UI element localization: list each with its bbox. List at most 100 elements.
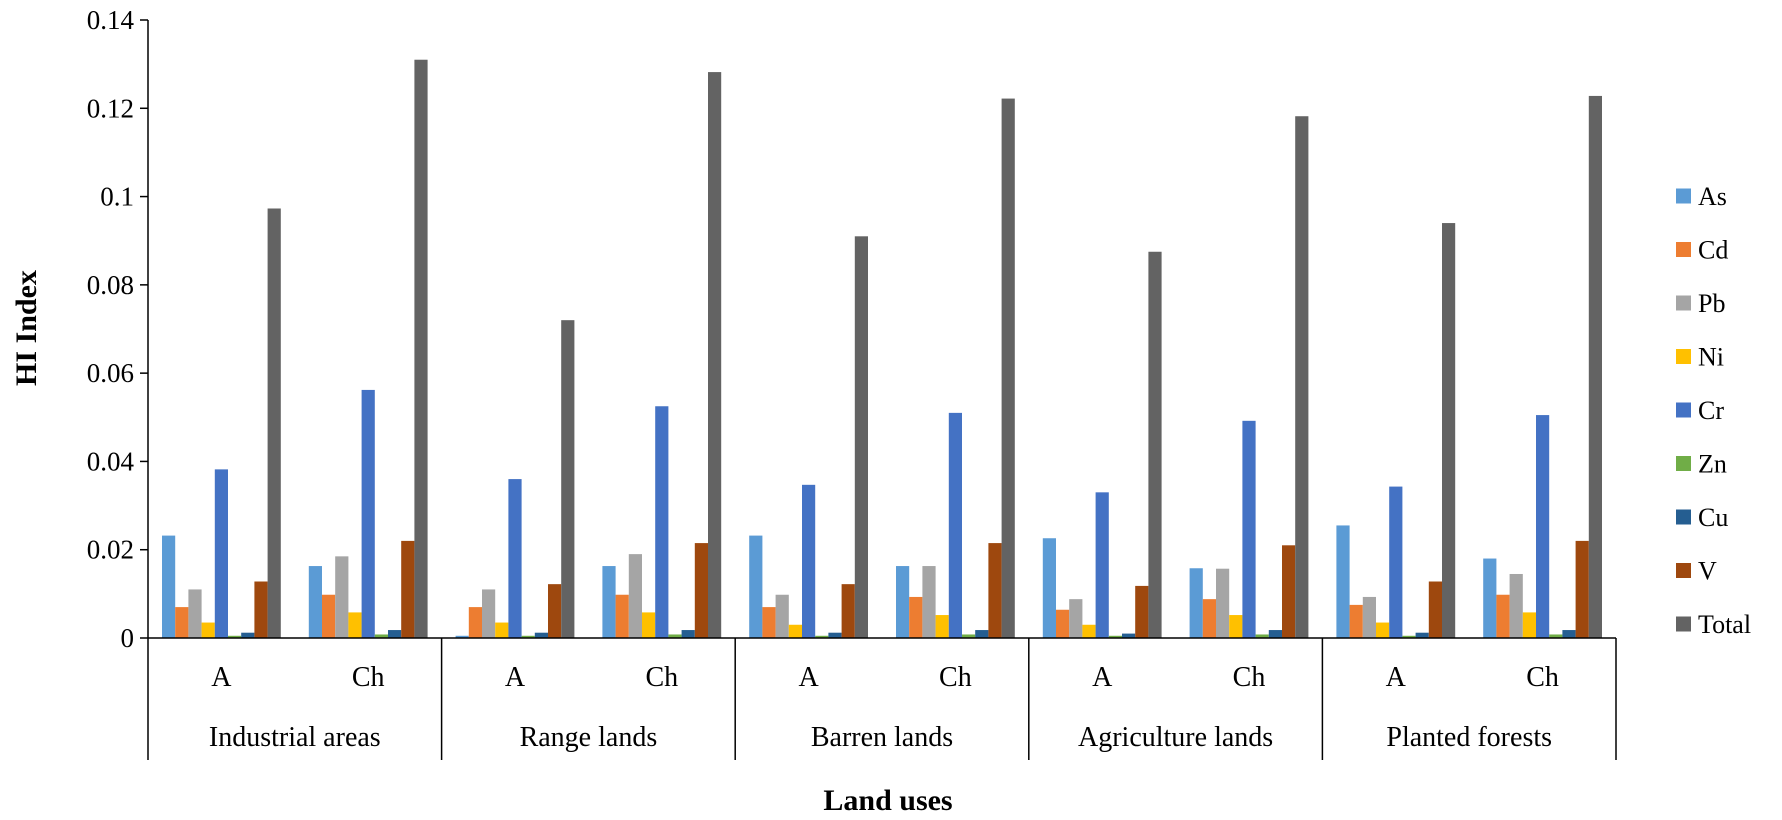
bar-cu-4: [828, 632, 842, 638]
x-group-label: Range lands: [520, 722, 658, 753]
bar-ni-0: [201, 622, 215, 638]
bar-zn-7: [1255, 634, 1269, 638]
x-category-label: A: [505, 662, 526, 693]
bar-cu-6: [1122, 633, 1136, 638]
bar-v-4: [841, 584, 855, 638]
legend-swatch-cd: [1676, 242, 1691, 257]
x-category-label: A: [1092, 662, 1113, 693]
bar-as-1: [308, 566, 322, 638]
y-tick-label: 0.02: [87, 535, 134, 565]
x-group-label: Industrial areas: [209, 722, 381, 753]
x-category-label: Ch: [645, 662, 678, 693]
bar-cu-9: [1562, 630, 1576, 638]
bar-cd-3: [615, 594, 629, 638]
x-group-label: Planted forests: [1386, 722, 1552, 753]
bar-zn-9: [1549, 634, 1563, 638]
bar-pb-8: [1362, 596, 1376, 638]
x-axis-title: Land uses: [823, 784, 952, 817]
bar-as-6: [1042, 538, 1056, 638]
y-tick-label: 0.14: [87, 5, 135, 35]
bar-as-7: [1189, 568, 1203, 638]
bar-cr-7: [1242, 420, 1256, 638]
legend-label-v: V: [1698, 557, 1717, 586]
bar-ni-5: [935, 615, 949, 638]
bar-cu-5: [975, 630, 989, 638]
bar-zn-8: [1402, 635, 1416, 638]
bar-ni-1: [348, 612, 362, 638]
bar-total-3: [708, 72, 722, 639]
bar-cd-8: [1349, 604, 1363, 638]
y-axis-title: HI Index: [10, 270, 43, 386]
x-group-label: Barren lands: [811, 722, 953, 753]
bar-as-0: [162, 535, 176, 638]
y-tick-label: 0.08: [87, 270, 134, 300]
bar-v-3: [694, 543, 708, 638]
bar-pb-9: [1509, 573, 1523, 638]
bar-pb-1: [335, 556, 349, 638]
x-axis: A Ch A Ch A Ch A Ch A Ch Industrial areas Range lan…: [147, 637, 1617, 760]
legend-swatch-v: [1676, 563, 1691, 578]
legend-swatch-as: [1676, 188, 1691, 204]
x-category-label: Ch: [1233, 662, 1266, 693]
bar-v-2: [548, 584, 562, 638]
bar-pb-2: [482, 589, 496, 638]
bar-cd-7: [1202, 599, 1216, 638]
legend-label-zn: Zn: [1698, 450, 1727, 479]
bar-cr-2: [508, 479, 522, 638]
bar-cu-3: [681, 630, 695, 638]
bar-cu-7: [1268, 630, 1282, 638]
x-category-label: A: [211, 662, 232, 693]
y-tick-label: 0: [121, 623, 135, 653]
bar-as-2: [455, 635, 469, 638]
bar-cd-9: [1496, 594, 1510, 638]
bar-ni-3: [642, 612, 656, 638]
x-category-label: Ch: [1526, 662, 1559, 693]
bar-total-1: [414, 59, 428, 639]
bar-total-6: [1148, 251, 1162, 638]
legend-label-as: As: [1698, 182, 1727, 211]
bar-zn-0: [228, 635, 242, 638]
bar-v-6: [1135, 585, 1149, 638]
bar-pb-6: [1069, 599, 1083, 638]
legend-swatch-cr: [1676, 402, 1691, 418]
bar-as-8: [1336, 525, 1350, 638]
bar-pb-4: [775, 594, 789, 638]
bar-cr-1: [361, 389, 375, 638]
bar-cr-6: [1095, 492, 1109, 638]
bar-zn-1: [374, 634, 388, 638]
bar-as-3: [602, 566, 616, 638]
bar-total-7: [1295, 116, 1309, 639]
y-tick-label: 0.04: [87, 446, 135, 476]
bar-as-9: [1483, 558, 1497, 638]
x-category-label: Ch: [939, 662, 972, 693]
bar-v-9: [1575, 540, 1589, 638]
legend-label-cu: Cu: [1698, 503, 1728, 532]
bar-v-7: [1282, 545, 1296, 638]
legend-swatch-total: [1676, 616, 1691, 632]
bar-zn-4: [815, 635, 829, 638]
bar-v-8: [1428, 581, 1442, 638]
bar-zn-5: [962, 634, 976, 638]
y-axis: 0 0.02 0.04 0.06 0.08 0.1 0.12 0.14: [87, 5, 149, 653]
bar-cr-9: [1536, 415, 1550, 638]
bar-pb-3: [628, 554, 642, 638]
bar-total-8: [1442, 223, 1456, 638]
bar-as-4: [749, 535, 763, 638]
bar-ni-9: [1522, 612, 1536, 638]
bar-pb-7: [1216, 568, 1230, 638]
legend-label-cd: Cd: [1698, 236, 1728, 265]
bar-as-5: [896, 566, 910, 638]
bar-cu-8: [1415, 632, 1429, 638]
bar-cd-5: [909, 596, 923, 638]
bar-total-2: [561, 320, 575, 638]
legend-label-cr: Cr: [1698, 396, 1724, 425]
bar-cu-1: [388, 630, 402, 638]
bar-zn-6: [1108, 635, 1122, 638]
bar-pb-5: [922, 566, 936, 638]
bar-cr-3: [655, 406, 669, 638]
bar-cd-0: [175, 607, 189, 638]
bar-total-5: [1001, 98, 1015, 638]
legend-swatch-zn: [1676, 456, 1691, 471]
y-tick-label: 0.06: [87, 358, 134, 388]
